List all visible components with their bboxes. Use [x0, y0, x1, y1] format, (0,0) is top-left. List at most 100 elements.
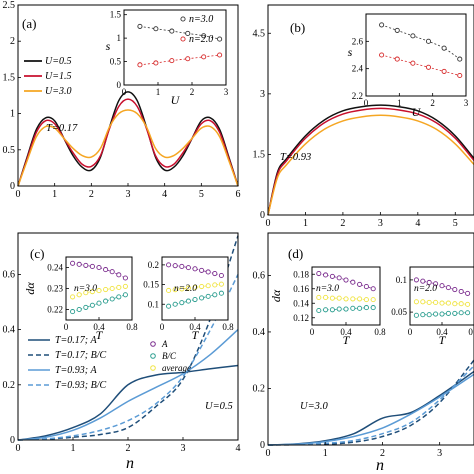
data-point: [199, 267, 205, 273]
annotation: U=0.5: [205, 401, 233, 412]
data-point: [316, 307, 322, 314]
x-tick-label: 1: [323, 448, 328, 459]
data-point: [199, 283, 205, 290]
data-point: [199, 295, 205, 301]
x-tick-label: 1: [303, 218, 308, 229]
y-tick-label: 0.5: [110, 57, 122, 67]
marker-legend-symbol: [150, 365, 156, 371]
data-point: [185, 285, 191, 291]
data-point: [465, 301, 471, 307]
data-point: [217, 36, 223, 42]
data-point: [185, 56, 191, 62]
data-point: [76, 292, 82, 298]
y-tick-label: 0.05: [391, 307, 407, 317]
data-point: [166, 262, 172, 268]
data-point: [185, 265, 191, 271]
data-point: [192, 266, 198, 272]
data-point: [169, 28, 175, 34]
x-tick-label: 0.4: [93, 322, 105, 332]
data-point: [413, 299, 419, 305]
y-tick-label: 2.2: [352, 91, 363, 101]
y-tick-label: 0.5: [3, 145, 16, 156]
data-point: [370, 297, 376, 303]
data-point: [83, 304, 89, 310]
data-point: [343, 277, 349, 283]
data-point: [363, 297, 369, 303]
y-tick-label: 0.12: [293, 313, 309, 323]
x-tick-label: 0: [408, 327, 413, 337]
data-point: [96, 288, 102, 294]
inset-legend-label: n=2.0: [189, 34, 213, 45]
data-point: [109, 296, 115, 302]
data-point: [323, 307, 329, 313]
x-tick-label: 3: [224, 87, 229, 97]
data-point: [192, 296, 198, 303]
data-point: [205, 283, 211, 289]
data-point: [363, 305, 369, 311]
inset-legend-marker: [180, 16, 186, 22]
series-line-3: [17, 274, 239, 441]
data-point: [420, 278, 426, 284]
data-point: [179, 286, 185, 292]
panel-a: 0 1 2 3 4 5 6 0 0.5 1 1.5 2 2.5 (a) T=0.17 U=0.5 U=1.5 U=…: [3, 0, 241, 200]
data-point: [350, 279, 356, 285]
y-tick-label: 2.5: [3, 0, 16, 11]
y-tick-label: 0.14: [293, 298, 309, 308]
data-point: [316, 270, 322, 277]
data-point: [122, 275, 128, 281]
inset-bg: [124, 10, 226, 85]
data-point: [445, 285, 451, 291]
data-point: [363, 284, 369, 290]
y-tick-label: 2.6: [352, 36, 364, 46]
y-tick-label: 0.1: [148, 299, 159, 309]
series-line-1: [17, 98, 239, 187]
series-line-3: [267, 365, 474, 446]
data-point: [420, 312, 426, 318]
x-tick-label: 1: [71, 443, 76, 454]
data-point: [83, 290, 89, 296]
marker-legend-symbol: [150, 353, 156, 359]
data-point: [439, 300, 445, 306]
data-point: [89, 263, 95, 270]
data-point: [329, 295, 335, 301]
data-point: [89, 302, 95, 308]
y-tick-label: 0.4: [253, 327, 266, 338]
inset-x-label: T: [343, 333, 351, 347]
data-point: [179, 300, 185, 306]
x-tick-label: 1: [397, 98, 402, 108]
x-tick-label: 0.8: [222, 322, 234, 332]
inset-y-label: dα: [23, 282, 37, 295]
data-point: [433, 281, 439, 287]
axes-frame: [123, 9, 227, 86]
data-point: [218, 272, 224, 279]
y-tick-label: 0: [260, 440, 265, 451]
y-tick-label: 0.2: [148, 260, 159, 270]
series-line-1: [381, 54, 460, 76]
marker-legend-symbol: [150, 341, 156, 347]
data-point: [452, 287, 458, 293]
panel-label: (b): [290, 20, 305, 35]
data-point: [96, 300, 102, 306]
data-point: [217, 52, 223, 58]
inset-y-label: s: [348, 45, 353, 59]
y-tick-label: 0: [117, 80, 122, 90]
inset-legend-label: n=3.0: [189, 14, 213, 25]
legend-label: T=0.17; B/C: [55, 350, 107, 361]
data-point: [201, 54, 207, 60]
data-point: [122, 292, 128, 298]
legend-label: U=0.5: [45, 56, 71, 67]
axes-frame: [267, 4, 474, 216]
data-point: [357, 305, 363, 311]
x-tick-label: 4: [236, 443, 241, 454]
data-point: [179, 263, 185, 270]
panel-c: 0 1 2 3 4 0 0.2 0.4 0.6 (c) U=0.5 n T=0.17; A T=0.17;…: [3, 232, 241, 472]
data-point: [109, 269, 115, 275]
inset-x-label: T: [439, 333, 447, 347]
series-line-1: [17, 235, 239, 441]
data-point: [370, 305, 376, 311]
data-point: [445, 300, 451, 306]
x-tick-label: 5: [453, 218, 458, 229]
y-tick-label: 0.1: [396, 275, 407, 285]
data-point: [425, 38, 432, 44]
y-tick-label: 0.24: [47, 263, 63, 273]
